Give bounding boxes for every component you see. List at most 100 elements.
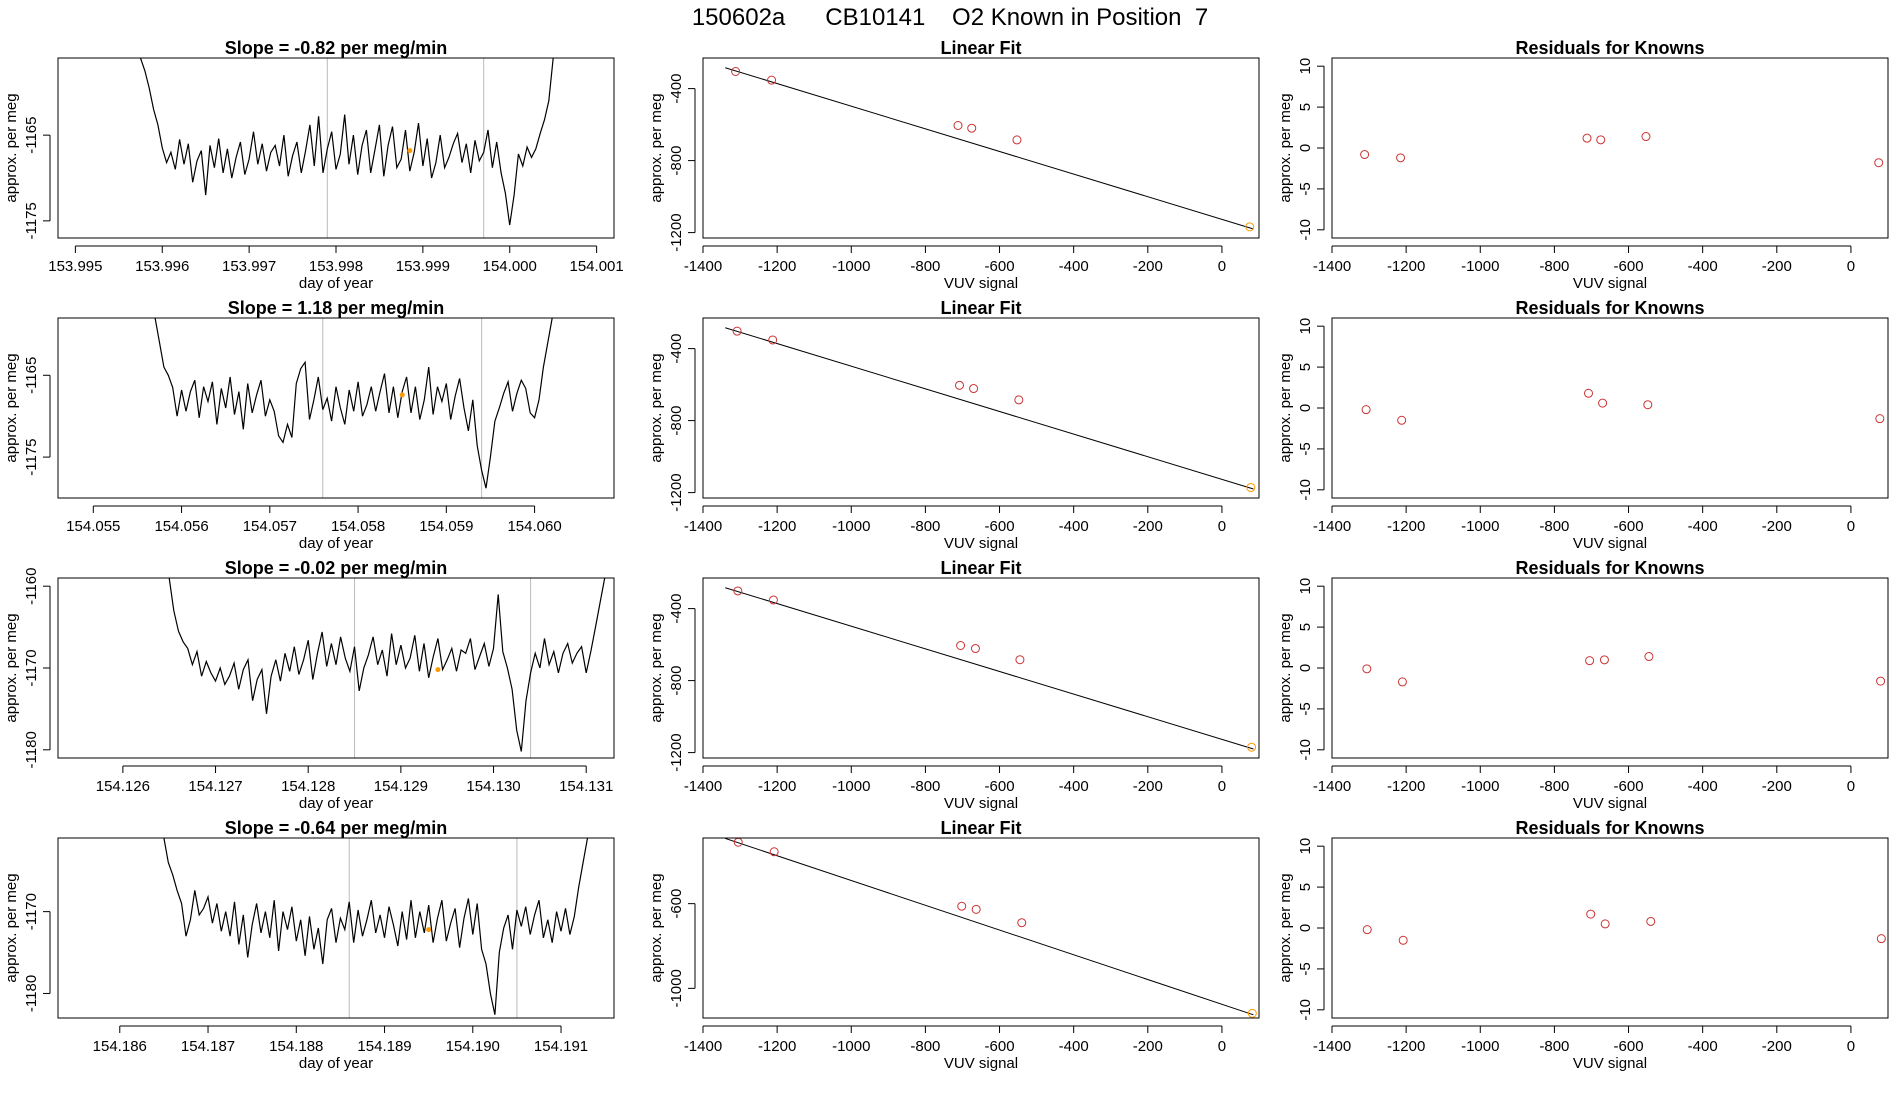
series-line xyxy=(139,58,554,226)
data-point xyxy=(1584,388,1594,398)
x-tick-label: 154.190 xyxy=(446,1038,500,1055)
data-point xyxy=(731,67,741,76)
x-tick-label: 0 xyxy=(1218,1038,1226,1055)
x-tick-label: -1200 xyxy=(1387,518,1425,535)
x-axis-label: VUV signal xyxy=(944,795,1018,812)
x-tick-label: -200 xyxy=(1133,778,1163,795)
x-tick-label: -200 xyxy=(1762,258,1792,275)
y-axis-label: approx. per meg xyxy=(3,93,20,202)
x-tick-label: 154.188 xyxy=(269,1038,323,1055)
y-tick-label: -1170 xyxy=(23,893,40,930)
x-tick-label: -200 xyxy=(1133,258,1163,275)
data-point xyxy=(767,75,777,85)
x-tick-label: -1000 xyxy=(1461,1038,1499,1055)
series-line xyxy=(154,318,553,489)
x-tick-label: 154.057 xyxy=(243,518,297,535)
y-axis-label: approx. per meg xyxy=(1277,93,1294,202)
data-point xyxy=(1015,655,1025,665)
x-tick-label: 154.001 xyxy=(570,258,624,275)
x-tick-label: -400 xyxy=(1059,1038,1089,1055)
panel-title: Slope = 1.18 per meg/min xyxy=(228,298,445,318)
data-point xyxy=(1644,652,1654,662)
data-point xyxy=(1396,153,1406,163)
panel-title: Linear Fit xyxy=(940,38,1021,58)
panel-4-2: Linear Fit -1400 -1200 -1000 -800 -600 -400 -20… xyxy=(648,818,1260,1072)
x-tick-label: 154.191 xyxy=(534,1038,588,1055)
fit-line xyxy=(725,67,1254,230)
x-axis-label: VUV signal xyxy=(1573,1055,1647,1072)
plot-frame xyxy=(702,837,1260,1019)
x-tick-label: -200 xyxy=(1762,518,1792,535)
x-tick-label: 154.127 xyxy=(188,778,242,795)
y-tick-label: -1175 xyxy=(23,202,40,239)
y-tick-label: -1000 xyxy=(668,969,685,1007)
y-tick-label: -5 xyxy=(1297,702,1314,715)
x-axis-label: VUV signal xyxy=(1573,535,1647,552)
y-tick-label: 5 xyxy=(1297,363,1314,371)
x-tick-label: 154.059 xyxy=(419,518,473,535)
y-tick-label: -1180 xyxy=(23,975,40,1012)
fit-line xyxy=(725,838,1254,1016)
data-point xyxy=(957,901,967,911)
y-tick-label: -1200 xyxy=(668,733,685,771)
x-tick-label: 0 xyxy=(1218,518,1226,535)
y-tick-label: 10 xyxy=(1297,578,1314,595)
x-tick-label: 154.055 xyxy=(66,518,120,535)
x-tick-label: -1400 xyxy=(684,1038,722,1055)
y-tick-label: -800 xyxy=(668,666,685,696)
panel-3-1: Slope = -0.02 per meg/min 154.126 154.127 1… xyxy=(3,558,615,812)
data-point xyxy=(733,586,743,596)
y-tick-label: -1180 xyxy=(23,731,40,768)
panel-4-1: Slope = -0.64 per meg/min 154.186 154.187 1… xyxy=(3,818,615,1072)
data-point xyxy=(1875,414,1885,424)
panel-1-3: Residuals for Knowns-1400 -1200 -1000 -800-… xyxy=(1277,38,1889,292)
data-point xyxy=(1361,405,1371,415)
data-point xyxy=(970,644,980,654)
data-point xyxy=(1643,400,1653,410)
x-tick-label: -1200 xyxy=(758,1038,796,1055)
x-axis-label: VUV signal xyxy=(944,535,1018,552)
y-axis-label: approx. per meg xyxy=(648,93,665,202)
y-tick-label: -5 xyxy=(1297,962,1314,975)
x-tick-label: 154.056 xyxy=(154,518,208,535)
panel-title: Slope = -0.64 per meg/min xyxy=(225,818,448,838)
x-tick-label: 154.060 xyxy=(507,518,561,535)
data-point xyxy=(1362,925,1372,935)
plot-frame xyxy=(702,317,1260,499)
x-tick-label: -1400 xyxy=(684,258,722,275)
x-tick-label: -400 xyxy=(1059,258,1089,275)
y-tick-label: -1165 xyxy=(23,117,40,154)
panel-3-2: Linear Fit -1400 -1200 -1000 -800 -600 -400 -20… xyxy=(648,558,1260,812)
highlight-point xyxy=(407,148,413,154)
panel-title: Residuals for Knowns xyxy=(1515,298,1704,318)
highlight-point xyxy=(426,927,432,933)
data-point xyxy=(1876,934,1886,944)
data-point xyxy=(1641,132,1651,142)
x-tick-label: -1200 xyxy=(1387,258,1425,275)
x-tick-label: -600 xyxy=(1614,518,1644,535)
y-tick-label: 5 xyxy=(1297,623,1314,631)
x-tick-label: -200 xyxy=(1133,518,1163,535)
y-tick-label: -10 xyxy=(1297,999,1314,1021)
y-axis-label: approx. per meg xyxy=(3,353,20,462)
x-tick-label: 0 xyxy=(1847,518,1855,535)
data-point xyxy=(1397,677,1407,687)
fit-line xyxy=(725,587,1254,750)
data-point xyxy=(969,384,979,394)
data-point xyxy=(1014,395,1024,405)
x-axis-label: VUV signal xyxy=(944,275,1018,292)
y-axis-label: approx. per meg xyxy=(1277,353,1294,462)
x-tick-label: 0 xyxy=(1847,1038,1855,1055)
x-tick-label: 154.189 xyxy=(357,1038,411,1055)
y-tick-label: -600 xyxy=(668,889,685,919)
x-tick-label: 154.000 xyxy=(483,258,537,275)
x-tick-label: -800 xyxy=(910,258,940,275)
x-tick-label: -1400 xyxy=(1313,778,1351,795)
data-point xyxy=(1362,664,1372,674)
x-tick-label: 154.128 xyxy=(281,778,335,795)
y-tick-label: 5 xyxy=(1297,103,1314,111)
y-tick-label: 0 xyxy=(1297,404,1314,412)
y-axis-label: approx. per meg xyxy=(1277,873,1294,982)
x-tick-label: -400 xyxy=(1688,258,1718,275)
y-tick-label: -10 xyxy=(1297,219,1314,241)
